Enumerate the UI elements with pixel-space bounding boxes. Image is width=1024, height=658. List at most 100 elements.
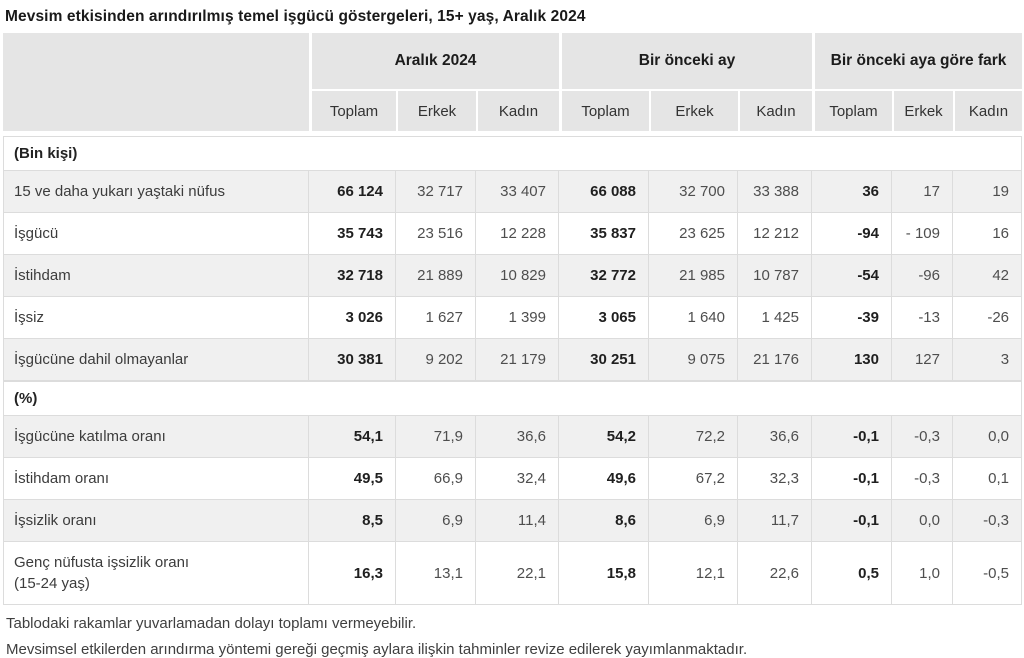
data-cell: -0,3	[892, 458, 953, 500]
data-cell: 3	[953, 339, 1023, 381]
table-row: İşsiz 3 026 1 627 1 399 3 065 1 640 1 425 -39 -1…	[3, 297, 1023, 339]
data-cell: 49,6	[559, 458, 649, 500]
data-cell: 1 627	[396, 297, 476, 339]
table-header: Aralık 2024 Bir önceki ay Bir önceki aya…	[3, 33, 1023, 136]
header-cell-female: Kadın	[953, 91, 1023, 136]
table-row: Genç nüfusta işsizlik oranı (15-24 yaş) 1…	[3, 542, 1023, 605]
table-row: İşsizlik oranı 8,5 6,9 11,4 8,6 6,9 11,7 -0,1 0,…	[3, 500, 1023, 542]
data-cell: 6,9	[649, 500, 738, 542]
data-cell: 66 088	[559, 171, 649, 213]
column-group-row: Aralık 2024 Bir önceki ay Bir önceki aya…	[3, 33, 1023, 136]
column-group-month-difference: Bir önceki aya göre fark	[812, 33, 1023, 91]
data-cell: 10 787	[738, 255, 812, 297]
data-cell: -0,3	[953, 500, 1023, 542]
section-header-label: (%)	[3, 381, 1023, 416]
row-label: 15 ve daha yukarı yaştaki nüfus	[3, 171, 309, 213]
data-cell: 21 176	[738, 339, 812, 381]
table-row: İşgücüne katılma oranı 54,1 71,9 36,6 54,2 72…	[3, 416, 1023, 458]
data-cell: 23 625	[649, 213, 738, 255]
data-cell: 12 228	[476, 213, 559, 255]
data-cell: 1 425	[738, 297, 812, 339]
corner-cell	[3, 33, 309, 136]
data-cell: 23 516	[396, 213, 476, 255]
data-cell: 66,9	[396, 458, 476, 500]
data-cell: 9 075	[649, 339, 738, 381]
table-row: İşgücüne dahil olmayanlar 30 381 9 202 21 1…	[3, 339, 1023, 381]
row-label: İşgücü	[3, 213, 309, 255]
data-cell: -0,1	[812, 416, 892, 458]
header-cell-male: Erkek	[892, 91, 953, 136]
data-cell: 66 124	[309, 171, 396, 213]
data-cell: 127	[892, 339, 953, 381]
row-label: Genç nüfusta işsizlik oranı (15-24 yaş)	[3, 542, 309, 605]
data-cell: 8,6	[559, 500, 649, 542]
data-cell: 32,3	[738, 458, 812, 500]
data-cell: 22,1	[476, 542, 559, 605]
data-cell: 9 202	[396, 339, 476, 381]
row-label: İstihdam oranı	[3, 458, 309, 500]
data-cell: 36	[812, 171, 892, 213]
data-cell: 33 388	[738, 171, 812, 213]
data-cell: 11,4	[476, 500, 559, 542]
table-row: 15 ve daha yukarı yaştaki nüfus 66 124 32 …	[3, 171, 1023, 213]
data-cell: 6,9	[396, 500, 476, 542]
data-cell: 12,1	[649, 542, 738, 605]
data-cell: 8,5	[309, 500, 396, 542]
data-cell: 16,3	[309, 542, 396, 605]
data-cell: 17	[892, 171, 953, 213]
data-cell: -96	[892, 255, 953, 297]
data-cell: 15,8	[559, 542, 649, 605]
data-cell: 30 381	[309, 339, 396, 381]
header-cell-total: Toplam	[812, 91, 892, 136]
labour-indicators-table: Aralık 2024 Bir önceki ay Bir önceki aya…	[3, 33, 1023, 605]
data-cell: 22,6	[738, 542, 812, 605]
data-cell: 42	[953, 255, 1023, 297]
data-cell: 35 837	[559, 213, 649, 255]
footnote-rounding: Tablodaki rakamlar yuvarlamadan dolayı t…	[6, 615, 417, 632]
header-cell-male: Erkek	[396, 91, 476, 136]
table-row: İstihdam oranı 49,5 66,9 32,4 49,6 67,2 32,3 -0…	[3, 458, 1023, 500]
data-cell: -94	[812, 213, 892, 255]
data-cell: -39	[812, 297, 892, 339]
column-group-current-month: Aralık 2024	[309, 33, 559, 91]
row-label: İstihdam	[3, 255, 309, 297]
data-cell: 72,2	[649, 416, 738, 458]
section-header-row: (%)	[3, 381, 1023, 416]
data-cell: 3 065	[559, 297, 649, 339]
data-cell: -0,5	[953, 542, 1023, 605]
data-cell: 19	[953, 171, 1023, 213]
data-cell: 36,6	[476, 416, 559, 458]
row-label: İşgücüne katılma oranı	[3, 416, 309, 458]
row-label: İşgücüne dahil olmayanlar	[3, 339, 309, 381]
data-cell: -13	[892, 297, 953, 339]
table-row: İşgücü 35 743 23 516 12 228 35 837 23 625 12 2…	[3, 213, 1023, 255]
data-cell: 32 772	[559, 255, 649, 297]
data-cell: 0,0	[892, 500, 953, 542]
data-cell: 21 889	[396, 255, 476, 297]
data-cell: 49,5	[309, 458, 396, 500]
header-cell-total: Toplam	[309, 91, 396, 136]
column-group-previous-month: Bir önceki ay	[559, 33, 812, 91]
header-cell-female: Kadın	[476, 91, 559, 136]
data-cell: 32 700	[649, 171, 738, 213]
data-cell: 33 407	[476, 171, 559, 213]
data-cell: 32,4	[476, 458, 559, 500]
data-cell: 21 985	[649, 255, 738, 297]
footnotes: Tablodaki rakamlar yuvarlamadan dolayı t…	[3, 605, 1022, 658]
data-cell: -0,1	[812, 458, 892, 500]
row-label: İşsizlik oranı	[3, 500, 309, 542]
data-cell: 30 251	[559, 339, 649, 381]
row-label: İşsiz	[3, 297, 309, 339]
data-cell: 11,7	[738, 500, 812, 542]
data-cell: 0,5	[812, 542, 892, 605]
header-cell-male: Erkek	[649, 91, 738, 136]
data-cell: 32 717	[396, 171, 476, 213]
data-cell: - 109	[892, 213, 953, 255]
table-body: (Bin kişi) 15 ve daha yukarı yaştaki nüfu…	[3, 136, 1023, 605]
data-cell: 10 829	[476, 255, 559, 297]
data-cell: 21 179	[476, 339, 559, 381]
header-cell-total: Toplam	[559, 91, 649, 136]
data-cell: 13,1	[396, 542, 476, 605]
data-cell: 35 743	[309, 213, 396, 255]
